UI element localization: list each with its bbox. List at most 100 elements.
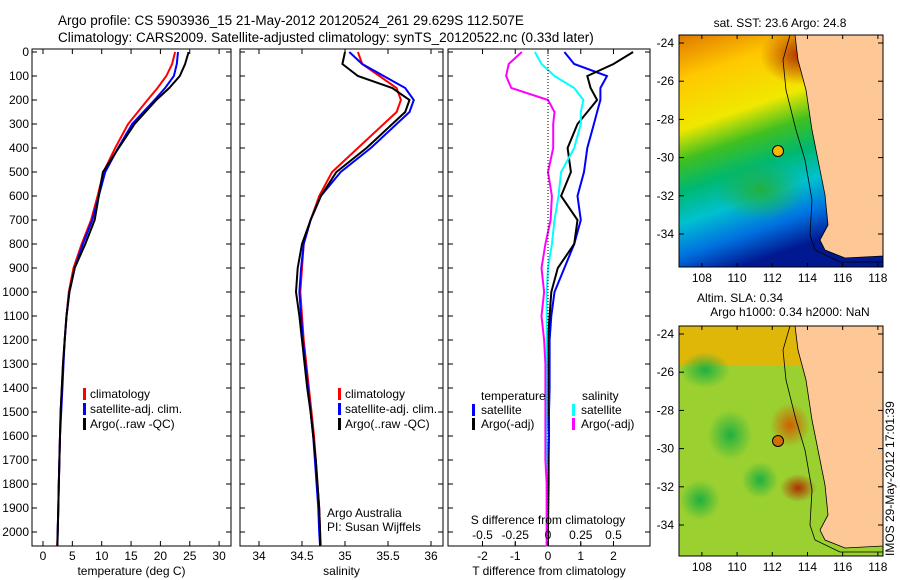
y-tick-label: 600 xyxy=(9,189,29,203)
sla-map-title: Altim. SLA: 0.34 xyxy=(697,291,783,305)
argo-position-marker xyxy=(772,145,784,157)
legend-swatch xyxy=(472,418,475,430)
x2-tick-label: 0.5 xyxy=(605,528,622,542)
legend-label: Argo(-adj) xyxy=(481,417,534,431)
sla-map-subtitle: Argo h1000: 0.34 h2000: NaN xyxy=(710,305,869,319)
y-tick-label: 400 xyxy=(9,141,29,155)
y-tick-label: 1300 xyxy=(2,357,29,371)
x-tick-label: 15 xyxy=(124,549,138,563)
map-x-tick-label: 110 xyxy=(728,560,747,574)
map-y-tick-label: -32 xyxy=(657,189,675,203)
y-tick-label: 1400 xyxy=(2,381,29,395)
legend-label: climatology xyxy=(345,387,405,401)
y-tick-label: 700 xyxy=(9,213,29,227)
legend-swatch xyxy=(83,388,86,400)
legend-heading-temperature: temperature xyxy=(481,389,546,403)
map-x-tick-label: 116 xyxy=(833,560,852,574)
sst-green-patch xyxy=(715,160,805,220)
map-x-tick-label: 108 xyxy=(692,271,712,285)
land-australia xyxy=(794,35,883,259)
y-tick-label: 200 xyxy=(9,93,29,107)
x-tick-label: 5 xyxy=(69,549,76,563)
sla-eddy xyxy=(742,462,778,498)
x-tick-label: 0 xyxy=(40,549,47,563)
map-y-tick-label: -32 xyxy=(657,480,675,494)
legend-heading-salinity: salinity xyxy=(582,389,619,403)
legend-swatch xyxy=(83,403,86,415)
x-tick-label: 34.5 xyxy=(290,549,314,563)
y-tick-label: 100 xyxy=(9,69,29,83)
map-x-tick-label: 108 xyxy=(692,560,712,574)
x-axis-label: salinity xyxy=(323,564,360,578)
x-tick-label: 20 xyxy=(154,549,168,563)
y-tick-label: 900 xyxy=(9,261,29,275)
figure-title-line1: Argo profile: CS 5903936_15 21-May-2012 … xyxy=(58,13,524,28)
x-tick-label: -1 xyxy=(510,549,521,563)
legend-swatch xyxy=(338,388,341,400)
x-tick-label: 25 xyxy=(183,549,197,563)
legend-label: satellite xyxy=(581,403,622,417)
series-line-satellite-adj-clim- xyxy=(56,51,179,547)
sst-map xyxy=(679,35,883,267)
series-line-argo-raw-qc- xyxy=(56,51,190,547)
sla-eddy xyxy=(680,352,730,388)
y-tick-label: 1800 xyxy=(2,477,29,491)
map-x-tick-label: 110 xyxy=(728,271,747,285)
x-tick-label: 35 xyxy=(338,549,352,563)
sla-high-patch xyxy=(780,474,816,502)
sst-map-title: sat. SST: 23.6 Argo: 24.8 xyxy=(714,16,847,30)
x-axis-label: temperature (deg C) xyxy=(77,564,185,578)
x2-tick-label: -0.5 xyxy=(472,528,493,542)
map-y-tick-label: -30 xyxy=(657,151,675,165)
y-tick-label: 800 xyxy=(9,237,29,251)
map-x-tick-label: 118 xyxy=(868,560,887,574)
legend-swatch xyxy=(338,403,341,415)
sla-map-frame xyxy=(678,325,884,557)
legend-label: Argo(..raw -QC) xyxy=(90,417,175,431)
map-x-tick-label: 118 xyxy=(868,271,887,285)
y-tick-label: 1500 xyxy=(2,405,29,419)
series-line-temperature-argo-adj- xyxy=(545,51,634,547)
series-line-climatology xyxy=(56,51,177,547)
map-x-tick-label: 114 xyxy=(798,560,817,574)
y-tick-label: 1900 xyxy=(2,501,29,515)
legend-swatch xyxy=(83,418,86,430)
map-y-tick-label: -24 xyxy=(657,327,675,341)
x-tick-label: 35.5 xyxy=(376,549,400,563)
map-y-tick-label: -34 xyxy=(657,227,675,241)
map-y-tick-label: -30 xyxy=(657,442,675,456)
map-y-tick-label: -24 xyxy=(657,36,675,50)
legend-label: climatology xyxy=(90,387,150,401)
legend-label: Argo(..raw -QC) xyxy=(345,417,430,431)
figure-title-line2: Climatology: CARS2009. Satellite-adjuste… xyxy=(58,30,594,45)
sla-eddy xyxy=(680,480,720,520)
annotation-argo-australia: Argo Australia xyxy=(327,506,402,520)
y-tick-label: 300 xyxy=(9,117,29,131)
x2-tick-label: 0.25 xyxy=(569,528,593,542)
x-tick-label: 1 xyxy=(577,549,584,563)
x-tick-label: 10 xyxy=(95,549,109,563)
x2-tick-label: 0 xyxy=(545,528,552,542)
legend-swatch xyxy=(472,404,475,416)
map-x-tick-label: 116 xyxy=(833,271,852,285)
x-tick-label: 36 xyxy=(424,549,438,563)
argo-position-marker xyxy=(772,435,784,447)
x2-axis-label: S difference from climatology xyxy=(471,513,626,527)
x-tick-label: -2 xyxy=(477,549,488,563)
map-y-tick-label: -26 xyxy=(657,365,675,379)
salinity-profile-frame xyxy=(239,48,444,547)
legend-label: satellite-adj. clim. xyxy=(345,402,437,416)
x2-tick-label: -0.25 xyxy=(502,528,530,542)
map-y-tick-label: -28 xyxy=(657,403,675,417)
x-tick-label: 30 xyxy=(212,549,226,563)
legend-label: satellite xyxy=(481,403,522,417)
legend-swatch xyxy=(572,404,575,416)
y-tick-label: 1700 xyxy=(2,453,29,467)
x-tick-label: 2 xyxy=(610,549,617,563)
y-tick-label: 1100 xyxy=(3,309,29,323)
legend-label: satellite-adj. clim. xyxy=(90,402,182,416)
legend-label: Argo(-adj) xyxy=(581,417,634,431)
map-x-tick-label: 114 xyxy=(798,271,817,285)
